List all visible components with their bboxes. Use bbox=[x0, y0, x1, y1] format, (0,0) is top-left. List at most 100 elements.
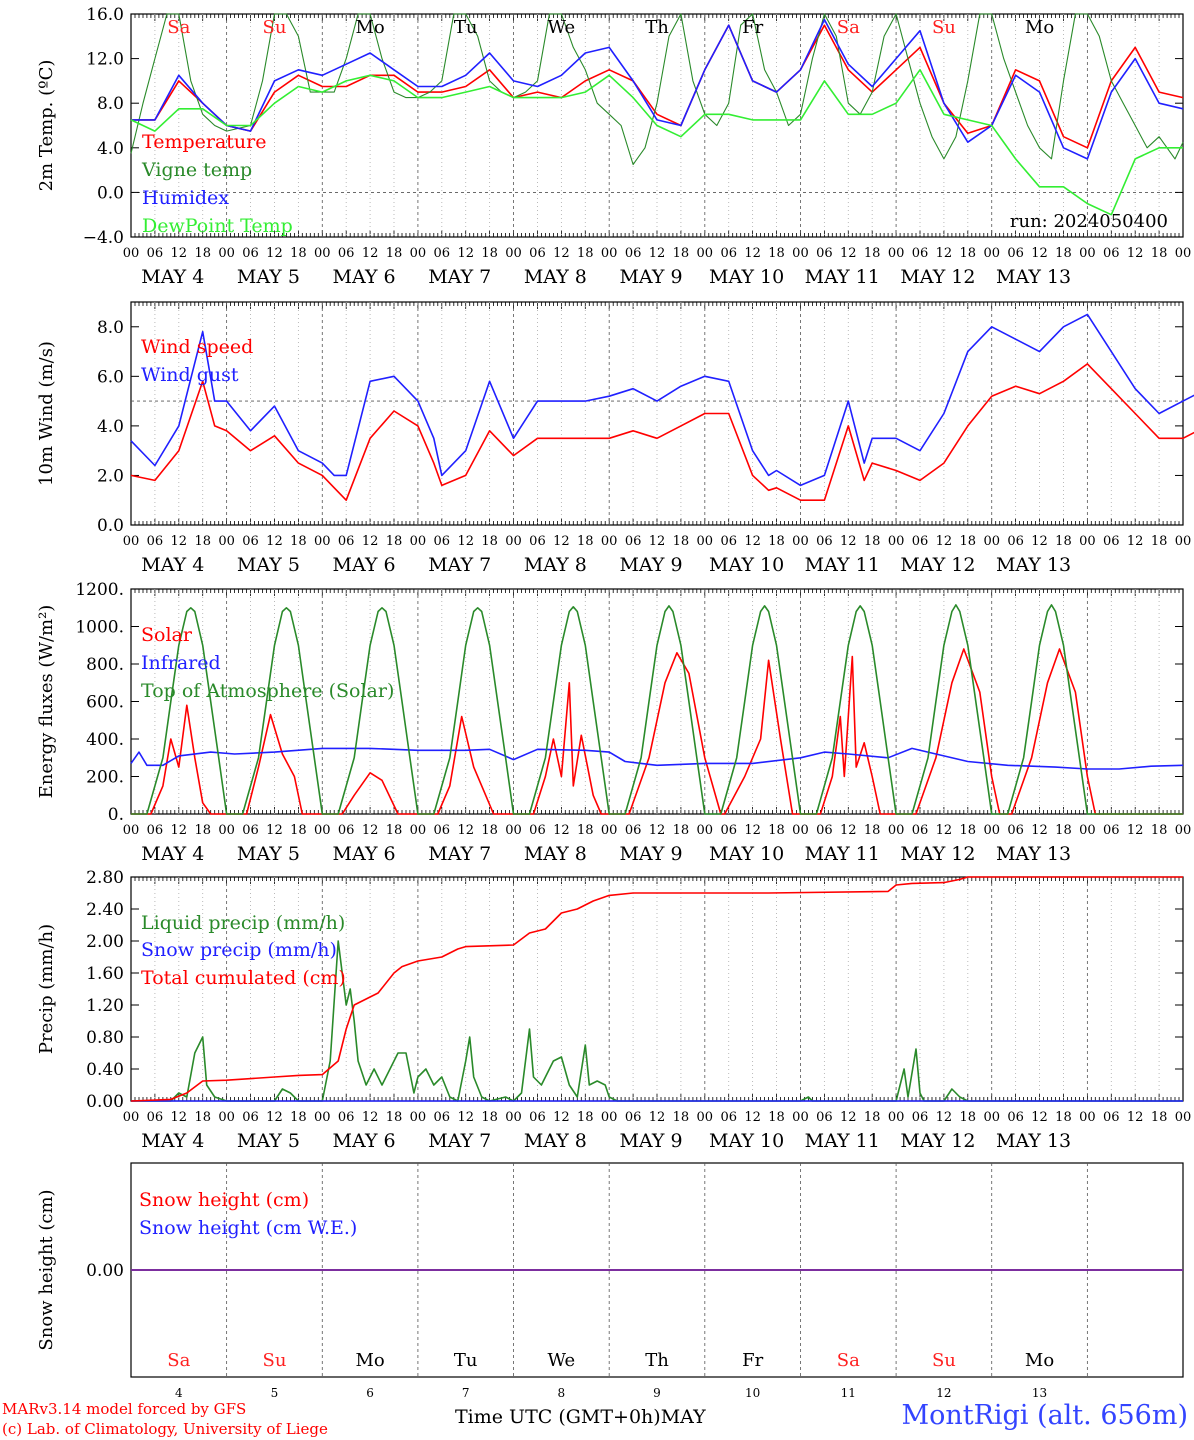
x-hour-label: 18 bbox=[960, 823, 977, 838]
y-tick-label: 6.0 bbox=[97, 367, 124, 387]
x-day-label: MAY 4 bbox=[141, 843, 204, 865]
x-hour-label: 18 bbox=[864, 1110, 881, 1125]
x-hour-label: 18 bbox=[960, 534, 977, 549]
y-tick-label: 12.0 bbox=[86, 50, 124, 70]
y-axis-title: Energy fluxes (W/m²) bbox=[36, 605, 57, 799]
x-hour-label: 12 bbox=[362, 823, 379, 838]
x-hour-label: 12 bbox=[553, 246, 570, 261]
x-hour-label: 00 bbox=[218, 1110, 235, 1125]
x-hour-label: 18 bbox=[481, 534, 498, 549]
weekday-label: Sa bbox=[167, 1350, 190, 1371]
x-hour-label: 06 bbox=[242, 534, 259, 549]
x-hour-label: 12 bbox=[362, 1110, 379, 1125]
x-hour-label: 06 bbox=[720, 246, 737, 261]
hour-ticks bbox=[130, 14, 1184, 237]
x-hour-label: 06 bbox=[529, 246, 546, 261]
y-tick-label: 8.0 bbox=[97, 94, 124, 114]
x-hour-label: 12 bbox=[936, 823, 953, 838]
legend-entry: Temperature bbox=[142, 131, 266, 153]
x-hour-label: 18 bbox=[1055, 823, 1072, 838]
x-hour-label: 18 bbox=[960, 1110, 977, 1125]
x-hour-label: 12 bbox=[744, 534, 761, 549]
x-day-label: MAY 7 bbox=[428, 554, 491, 576]
x-hour-label: 12 bbox=[840, 823, 857, 838]
x-hour-label: 06 bbox=[1007, 1110, 1024, 1125]
y-axis-title: Snow height (cm) bbox=[36, 1189, 57, 1350]
y-tick-label: 1.60 bbox=[86, 964, 124, 984]
x-hour-label: 12 bbox=[744, 823, 761, 838]
x-hour-label: 06 bbox=[720, 823, 737, 838]
series-line-temperature bbox=[131, 24, 1184, 149]
x-hour-label: 18 bbox=[481, 1110, 498, 1125]
x-hour-label: 18 bbox=[290, 823, 307, 838]
x-hour-label: 18 bbox=[194, 823, 211, 838]
x-day-label: MAY 7 bbox=[428, 843, 491, 865]
x-day-label: MAY 5 bbox=[237, 266, 300, 288]
x-day-label: MAY 13 bbox=[996, 266, 1071, 288]
x-hour-label: 00 bbox=[601, 1110, 618, 1125]
panel-frame bbox=[130, 301, 1184, 526]
x-hour-label: 00 bbox=[792, 1110, 809, 1125]
x-hour-label: 12 bbox=[649, 1110, 666, 1125]
x-hour-label: 00 bbox=[1079, 534, 1096, 549]
x-hour-label: 00 bbox=[505, 1110, 522, 1125]
y-tick-label: 1.20 bbox=[86, 996, 124, 1016]
x-hour-label: 12 bbox=[936, 246, 953, 261]
x-hour-label: 00 bbox=[1079, 823, 1096, 838]
x-hour-label: 00 bbox=[697, 823, 714, 838]
x-axis-title-month: MAY bbox=[660, 1406, 706, 1428]
weekday-label: Su bbox=[262, 17, 286, 38]
x-hour-label: 00 bbox=[1079, 246, 1096, 261]
x-hour-label: 06 bbox=[1103, 823, 1120, 838]
hour-ticks bbox=[130, 877, 1184, 1101]
day-number-label: 6 bbox=[366, 1386, 374, 1400]
x-hour-label: 00 bbox=[1175, 1110, 1192, 1125]
day-number-label: 10 bbox=[745, 1386, 760, 1400]
x-hour-label: 06 bbox=[338, 534, 355, 549]
panel-5: 0.00 Snow height (cm) Snow height (cm) Snow… bbox=[36, 1162, 1184, 1400]
x-hour-label: 00 bbox=[505, 823, 522, 838]
legend-entry: Snow height (cm W.E.) bbox=[139, 1217, 357, 1239]
x-day-label: MAY 8 bbox=[524, 1130, 587, 1152]
legend-entry: Solar bbox=[141, 624, 193, 646]
x-hour-label: 12 bbox=[1127, 534, 1144, 549]
x-hour-label: 12 bbox=[744, 1110, 761, 1125]
x-hour-label: 18 bbox=[1055, 534, 1072, 549]
x-hour-label: 12 bbox=[362, 246, 379, 261]
y-tick-label: 1200. bbox=[75, 580, 124, 600]
x-day-label: MAY 7 bbox=[428, 266, 491, 288]
x-hour-label: 06 bbox=[1007, 246, 1024, 261]
x-hour-label: 06 bbox=[912, 1110, 929, 1125]
x-hour-label: 18 bbox=[577, 1110, 594, 1125]
y-axis-title: 2m Temp. (ºC) bbox=[36, 60, 57, 192]
x-day-label: MAY 11 bbox=[805, 1130, 880, 1152]
weekday-label: We bbox=[548, 17, 576, 38]
x-hour-label: 18 bbox=[290, 246, 307, 261]
x-day-label: MAY 11 bbox=[805, 843, 880, 865]
x-hour-label: 06 bbox=[1103, 534, 1120, 549]
x-hour-label: 12 bbox=[171, 246, 188, 261]
x-hour-label: 12 bbox=[936, 534, 953, 549]
x-day-label: MAY 8 bbox=[524, 266, 587, 288]
x-hour-label: 06 bbox=[720, 1110, 737, 1125]
y-tick-label: 4.0 bbox=[97, 139, 124, 159]
legend-entry: Humidex bbox=[142, 187, 229, 209]
x-hour-label: 12 bbox=[840, 246, 857, 261]
x-hour-label: 06 bbox=[434, 1110, 451, 1125]
x-hour-label: 12 bbox=[457, 534, 474, 549]
x-hour-label: 12 bbox=[1031, 1110, 1048, 1125]
legend-entry: Snow height (cm) bbox=[139, 1189, 309, 1211]
weekday-label: Su bbox=[932, 1350, 956, 1371]
x-hour-label: 06 bbox=[816, 246, 833, 261]
x-hour-label: 06 bbox=[912, 246, 929, 261]
run-annotation: run: 2024050400 bbox=[1010, 211, 1168, 232]
x-hour-label: 00 bbox=[792, 534, 809, 549]
x-hour-label: 06 bbox=[816, 1110, 833, 1125]
x-hour-label: 18 bbox=[960, 246, 977, 261]
x-hour-label: 06 bbox=[912, 823, 929, 838]
y-tick-label: 0.00 bbox=[86, 1261, 124, 1281]
x-hour-label: 18 bbox=[768, 246, 785, 261]
x-hour-label: 06 bbox=[1007, 534, 1024, 549]
y-tick-label: 2.0 bbox=[97, 466, 124, 486]
